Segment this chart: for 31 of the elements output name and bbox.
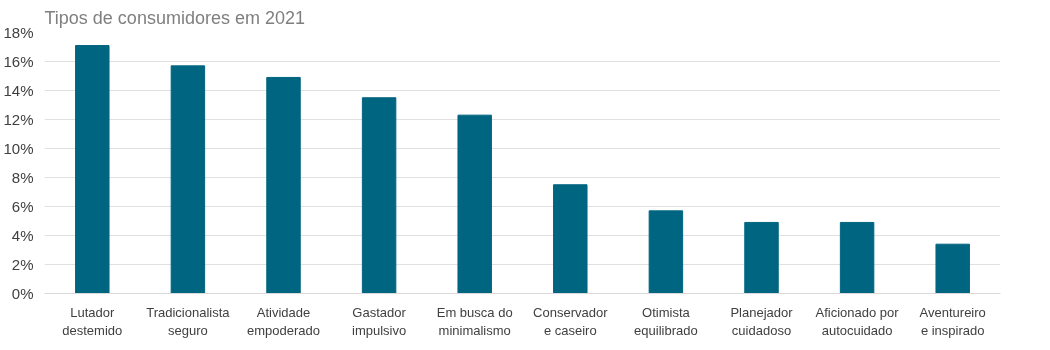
bar (361, 97, 397, 294)
bar (170, 65, 206, 294)
y-tick-label: 2% (11, 256, 34, 273)
x-tick-label: Otimista equilibrado (634, 304, 698, 338)
y-tick-label: 6% (11, 198, 34, 215)
bar (266, 76, 301, 294)
bar (457, 114, 492, 294)
bar (648, 210, 684, 294)
x-tick-label: Lutador destemido (62, 304, 123, 338)
bar (75, 45, 110, 294)
y-tick-label: 10% (3, 140, 34, 157)
y-tick-label: 0% (11, 285, 34, 302)
x-tick-label: Tradicionalista seguro (146, 304, 231, 338)
bar (744, 221, 779, 294)
bar (839, 221, 875, 294)
y-tick-label: 18% (3, 24, 34, 41)
y-tick-label: 14% (3, 82, 34, 99)
y-tick-label: 8% (11, 169, 34, 186)
y-tick-label: 16% (3, 53, 34, 70)
x-tick-label: Aficionado por autocuidado (815, 304, 900, 338)
x-tick-label: Em busca do minimalismo (436, 304, 513, 338)
x-tick-label: Atividade empoderado (247, 304, 320, 338)
x-tick-label: Aventureiro e inspirado (919, 304, 986, 338)
y-tick-label: 4% (11, 227, 34, 244)
y-tick-label: 12% (3, 111, 34, 128)
bar (553, 184, 588, 294)
x-tick-label: Planejador cuidadoso (730, 304, 794, 338)
x-tick-label: Gastador impulsivo (352, 304, 407, 338)
x-tick-label: Conservador e caseiro (533, 304, 609, 338)
chart-title: Tipos de consumidores em 2021 (44, 7, 305, 28)
bar (935, 243, 970, 294)
